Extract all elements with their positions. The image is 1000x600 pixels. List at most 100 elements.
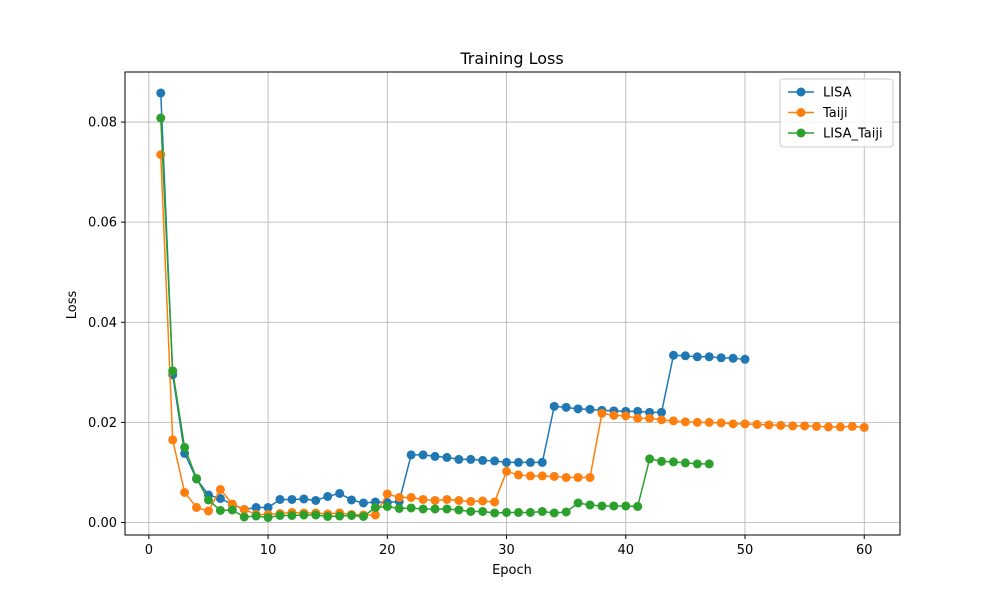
data-point — [525, 507, 535, 517]
data-point — [358, 511, 368, 521]
data-point — [406, 492, 416, 502]
y-tick-label: 0.08 — [88, 116, 117, 131]
data-point — [668, 457, 678, 467]
data-point — [478, 506, 488, 516]
data-point — [561, 507, 571, 517]
data-point — [549, 508, 559, 518]
data-point — [442, 504, 452, 514]
data-point — [537, 471, 547, 481]
data-point — [442, 452, 452, 462]
data-point — [573, 498, 583, 508]
y-axis-label: Loss — [65, 291, 80, 320]
data-point — [740, 419, 750, 429]
data-point — [537, 457, 547, 467]
x-tick-label: 30 — [498, 543, 515, 558]
data-point — [335, 511, 345, 521]
data-point — [311, 510, 321, 520]
legend-item: LISA_Taiji — [788, 127, 883, 142]
data-point — [668, 416, 678, 426]
data-point — [680, 458, 690, 468]
data-point — [215, 493, 225, 503]
legend-label: LISA_Taiji — [823, 127, 883, 142]
data-point — [585, 404, 595, 414]
data-point — [621, 411, 631, 421]
data-point — [275, 510, 285, 520]
legend: LISA Taiji LISA_Taiji — [779, 78, 894, 148]
data-point — [549, 401, 559, 411]
data-point — [776, 420, 786, 430]
data-point — [513, 457, 523, 467]
data-point — [358, 498, 368, 508]
data-point — [299, 510, 309, 520]
series-lisa — [156, 88, 750, 514]
data-point — [370, 502, 380, 512]
legend-marker — [796, 108, 806, 117]
data-point — [728, 419, 738, 429]
x-tick-label: 20 — [379, 543, 396, 558]
data-point — [525, 457, 535, 467]
data-point — [287, 510, 297, 520]
data-point — [621, 501, 631, 511]
data-point — [203, 495, 213, 505]
data-point — [299, 494, 309, 504]
data-point — [549, 471, 559, 481]
data-point — [156, 150, 166, 160]
data-point — [668, 350, 678, 360]
data-point — [203, 506, 213, 516]
data-point — [251, 502, 261, 512]
y-tick-label: 0.02 — [88, 416, 117, 431]
data-point — [585, 472, 595, 482]
data-point — [490, 508, 500, 518]
data-point — [692, 352, 702, 362]
data-point — [239, 512, 249, 522]
data-point — [812, 421, 822, 431]
data-point — [740, 354, 750, 364]
data-point — [263, 512, 273, 522]
data-point — [490, 497, 500, 507]
data-point — [430, 451, 440, 461]
data-point — [466, 496, 476, 506]
data-point — [633, 406, 643, 416]
y-tick-label: 0.00 — [88, 516, 117, 531]
data-point — [275, 494, 285, 504]
data-point — [645, 413, 655, 423]
data-point — [502, 457, 512, 467]
x-tick-label: 0 — [145, 543, 153, 558]
data-point — [823, 422, 833, 432]
data-point — [704, 417, 714, 427]
chart-title: Training Loss — [459, 49, 563, 68]
data-point — [561, 402, 571, 412]
data-point — [406, 503, 416, 513]
y-tick-label: 0.04 — [88, 316, 117, 331]
data-point — [478, 455, 488, 465]
data-point — [466, 454, 476, 464]
data-point — [406, 450, 416, 460]
data-point — [490, 456, 500, 466]
data-point — [347, 510, 357, 520]
data-point — [537, 506, 547, 516]
data-point — [454, 505, 464, 515]
data-point — [657, 456, 667, 466]
data-point — [263, 502, 273, 512]
data-point — [430, 495, 440, 505]
data-point — [466, 506, 476, 516]
y-tick-label: 0.06 — [88, 216, 117, 231]
data-point — [680, 351, 690, 361]
data-point — [418, 504, 428, 514]
grid-lines — [125, 72, 900, 535]
data-point — [156, 88, 166, 98]
data-point — [680, 417, 690, 427]
x-tick-label: 50 — [737, 543, 754, 558]
data-point — [692, 459, 702, 469]
data-point — [573, 472, 583, 482]
x-tick-label: 60 — [856, 543, 873, 558]
data-point — [370, 510, 380, 520]
legend-label: LISA — [823, 86, 852, 101]
data-point — [311, 495, 321, 505]
data-point — [633, 413, 643, 423]
data-point — [561, 472, 571, 482]
data-point — [859, 422, 869, 432]
legend-label: Taiji — [822, 106, 848, 121]
data-point — [382, 501, 392, 511]
